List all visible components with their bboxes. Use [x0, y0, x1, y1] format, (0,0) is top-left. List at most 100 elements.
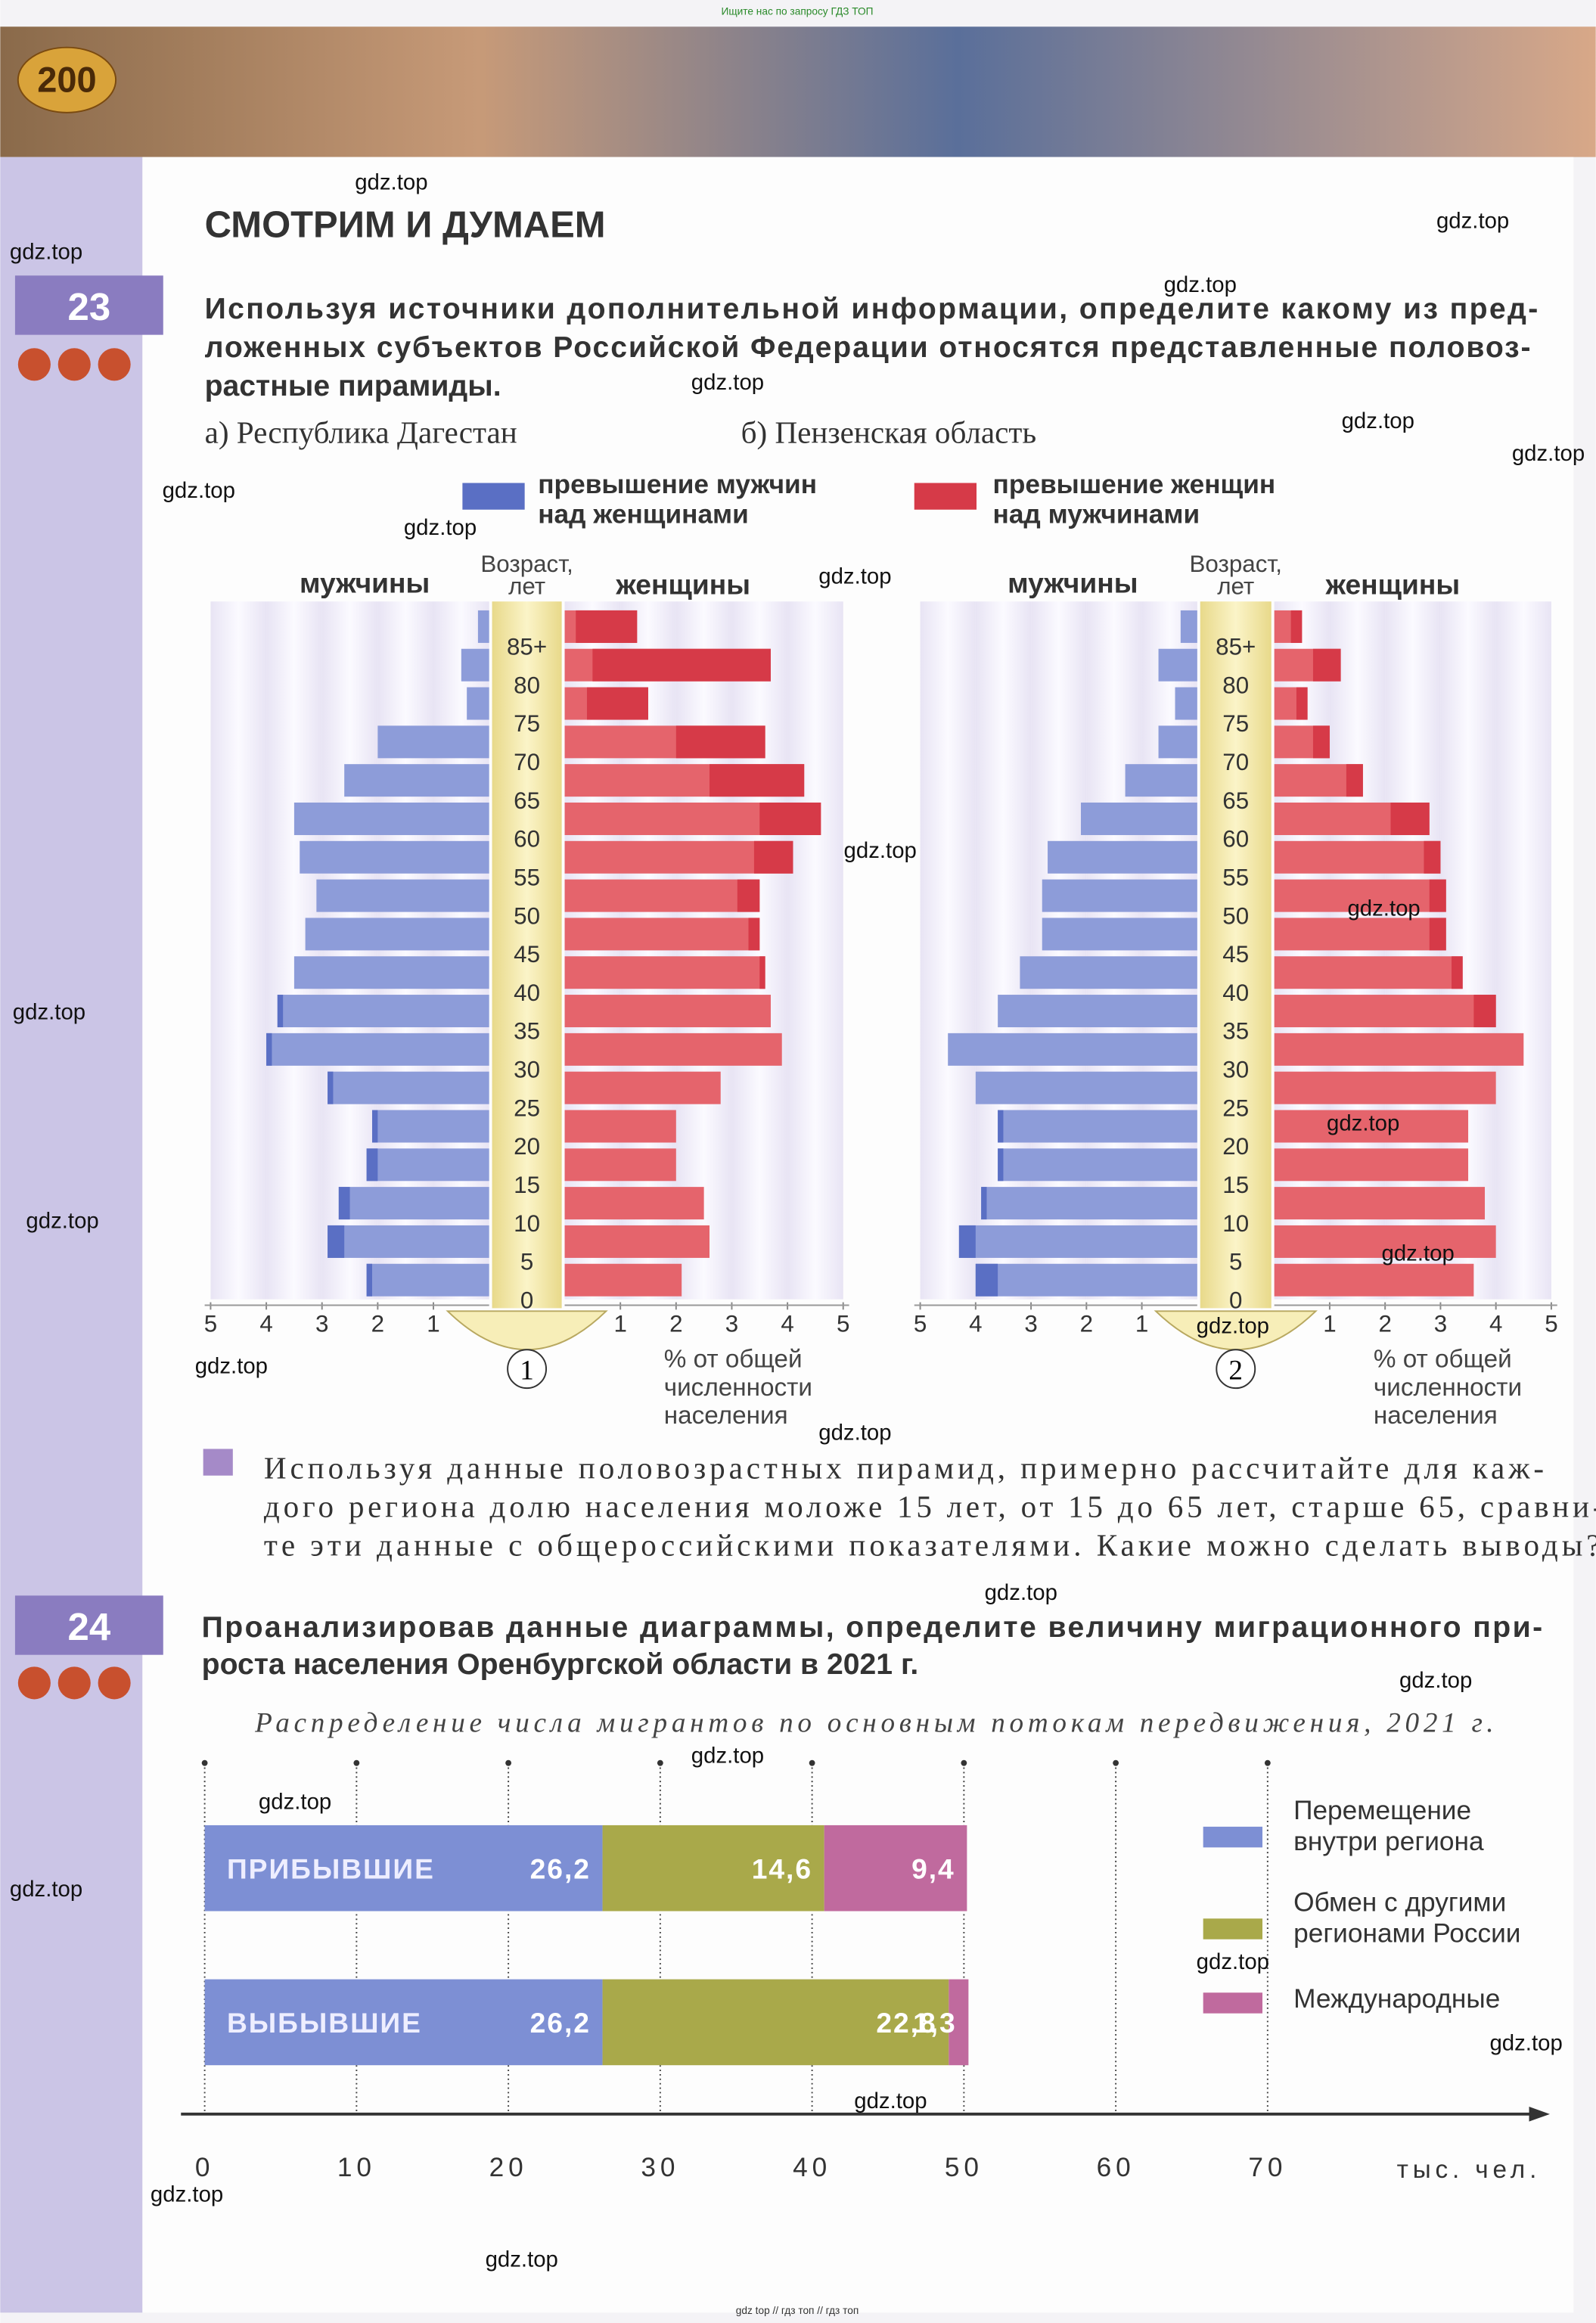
tick-dot: [1264, 1759, 1271, 1766]
age-label: 85+: [1216, 634, 1256, 660]
axis-title: лет: [508, 573, 545, 599]
x-tick-label: 2: [371, 1311, 384, 1337]
age-label: 5: [1229, 1249, 1242, 1275]
male-excess: [277, 995, 284, 1028]
female-bar: [1274, 1110, 1469, 1143]
age-label: 30: [1222, 1057, 1249, 1083]
axis-title: лет: [1217, 573, 1254, 599]
section-title: СМОТРИМ И ДУМАЕМ: [205, 204, 606, 245]
tick-dot: [1113, 1759, 1119, 1766]
female-bar: [564, 1110, 676, 1143]
age-label: 40: [1222, 980, 1249, 1006]
female-bar: [564, 918, 760, 951]
task-text: Проанализировав данные диаграммы, опреде…: [202, 1611, 1542, 1644]
female-excess: [1290, 610, 1303, 643]
female-excess: [1312, 725, 1330, 759]
age-label: 20: [1222, 1133, 1249, 1160]
male-excess: [328, 1071, 334, 1104]
difficulty-dot: [17, 1666, 51, 1700]
male-bar: [1158, 725, 1197, 759]
task-number: 24: [68, 1605, 111, 1648]
male-bar: [371, 1110, 489, 1143]
age-label: 35: [514, 1018, 540, 1045]
x-tick-label: 2: [1378, 1311, 1391, 1337]
x-tick-label: 4: [781, 1311, 793, 1337]
male-bar: [1175, 687, 1197, 720]
male-bar: [477, 610, 489, 643]
tick-dot: [353, 1759, 360, 1766]
age-label: 20: [514, 1133, 540, 1160]
x-tick-label: 5: [1545, 1311, 1557, 1337]
legend-label: Перемещение: [1293, 1796, 1471, 1825]
x-tick-label: 60: [1097, 2153, 1135, 2182]
question-marker: [203, 1449, 233, 1476]
female-excess: [759, 956, 765, 989]
x-tick-label: 1: [1135, 1311, 1148, 1337]
male-bar: [328, 1225, 489, 1258]
watermark: gdz.top: [844, 838, 917, 863]
chart-title: Распределение числа мигрантов по основны…: [254, 1708, 1493, 1739]
male-bar: [1180, 610, 1197, 643]
pyramid-number-circle: [1216, 1349, 1256, 1390]
x-tick-label: 0: [195, 2153, 214, 2182]
age-label: 35: [1222, 1018, 1249, 1045]
x-tick-label: 30: [641, 2153, 679, 2182]
watermark: gdz.top: [1347, 896, 1420, 921]
male-excess: [371, 1110, 378, 1143]
male-bar: [975, 1263, 1197, 1297]
x-tick-label: 70: [1248, 2153, 1287, 2182]
male-bar: [293, 956, 489, 989]
male-bar: [998, 1148, 1197, 1182]
watermark: gdz.top: [355, 170, 427, 195]
x-tick-label: 2: [1080, 1311, 1093, 1337]
male-bar: [1020, 956, 1197, 989]
bar-segment: [602, 1979, 949, 2066]
category-label: ПРИБЫВШИЕ: [227, 1852, 435, 1884]
value-label: 14,6: [752, 1852, 812, 1884]
value-label: 26,2: [530, 1852, 591, 1884]
age-column: [492, 601, 562, 1309]
female-bar: [1274, 995, 1496, 1028]
watermark: gdz.top: [1197, 1314, 1269, 1339]
legend-label: Обмен с другими: [1293, 1888, 1506, 1918]
difficulty-dot: [98, 1666, 131, 1700]
watermark: gdz.top: [985, 1580, 1057, 1605]
watermark: gdz.top: [1381, 1241, 1454, 1266]
watermark: gdz.top: [1342, 408, 1414, 433]
x-tick-label: 3: [1024, 1311, 1037, 1337]
female-bar: [564, 1033, 782, 1066]
tick-dot: [809, 1759, 815, 1766]
age-label: 45: [1222, 941, 1249, 967]
age-label: 80: [1222, 672, 1249, 698]
difficulty-dot: [17, 348, 51, 381]
watermark: gdz.top: [1399, 1668, 1472, 1693]
x-tick-label: 4: [969, 1311, 982, 1337]
female-excess: [1424, 840, 1441, 874]
male-bar: [1048, 840, 1197, 874]
watermark: gdz.top: [151, 2182, 223, 2207]
x-tick-label: 40: [793, 2153, 831, 2182]
male-bar: [1042, 879, 1197, 912]
category-label: ВЫБЫВШИЕ: [227, 2007, 422, 2039]
legend-label: Международные: [1293, 1984, 1500, 2014]
age-label: 0: [520, 1287, 533, 1313]
age-label: 75: [1222, 710, 1249, 737]
female-bar: [1274, 1148, 1469, 1182]
watermark: gdz.top: [691, 370, 764, 395]
bar-segment: [602, 1825, 824, 1912]
watermark: gdz.top: [1197, 1949, 1269, 1974]
value-label: 9,4: [911, 1852, 955, 1884]
male-excess: [366, 1263, 372, 1297]
male-bar: [1125, 764, 1197, 797]
x-tick-label: 4: [259, 1311, 272, 1337]
male-bar: [467, 687, 489, 720]
female-bar: [564, 1148, 676, 1182]
age-label: 30: [514, 1057, 540, 1083]
stripe: [1495, 601, 1551, 1300]
female-bar: [1274, 1263, 1474, 1297]
female-bar: [1274, 1225, 1496, 1258]
female-excess: [1452, 956, 1463, 989]
female-bar: [1274, 1071, 1496, 1104]
task-badge: [14, 275, 163, 335]
x-axis-label: тыс. чел.: [1397, 2156, 1542, 2184]
